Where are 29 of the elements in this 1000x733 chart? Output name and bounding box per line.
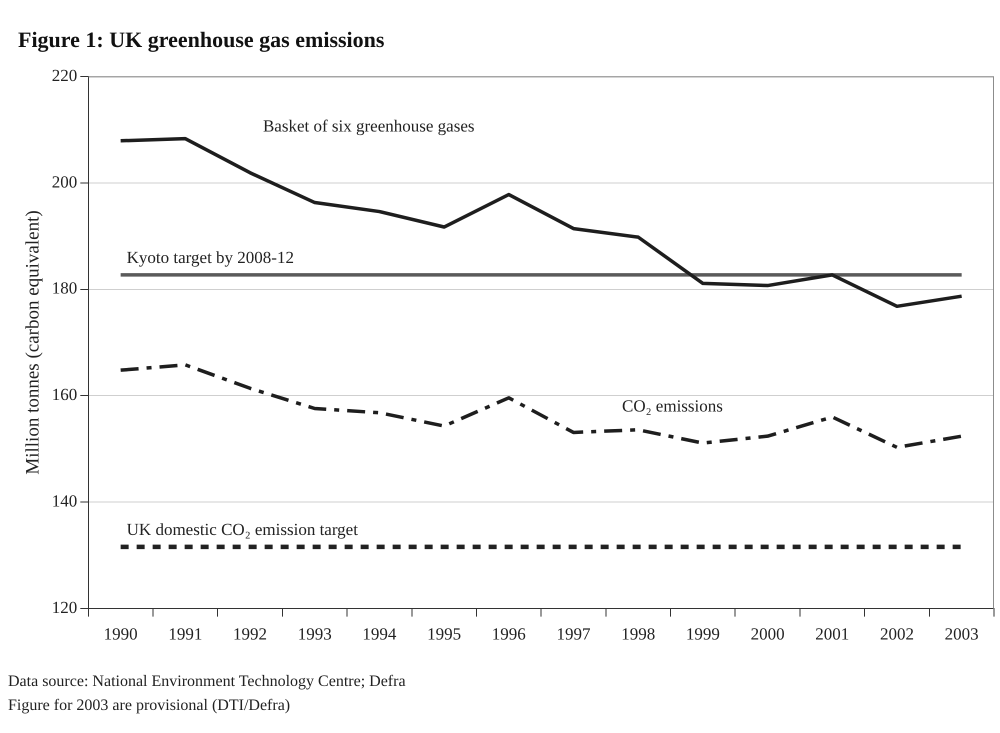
- x-tick-label: 2001: [815, 624, 850, 644]
- x-tick-label: 1997: [556, 624, 591, 644]
- x-tick-label: 1993: [298, 624, 332, 644]
- x-tick-label: 1990: [104, 624, 138, 644]
- line-series: [118, 363, 964, 450]
- x-tick-label: 1992: [233, 624, 268, 644]
- x-tick-label: 1994: [362, 624, 397, 644]
- y-axis-title: Million tonnes (carbon equivalent): [22, 210, 44, 475]
- x-tick-label: 2003: [944, 624, 979, 644]
- y-tick-label: 160: [52, 385, 78, 404]
- x-tick-label: 1991: [168, 624, 202, 644]
- chart-title: Figure 1: UK greenhouse gas emissions: [18, 26, 385, 52]
- source-note: Data source: National Environment Technology Centre; Defra: [8, 673, 406, 690]
- text: Basket of six greenhouse gases: [262, 116, 474, 136]
- x-tick-label: 1999: [686, 624, 720, 644]
- y-tick-label: 140: [52, 492, 78, 511]
- y-tick-label: 200: [52, 172, 78, 192]
- x-tick-label: 1996: [492, 624, 526, 644]
- text: Figure for 2003 are provisional (DTI/Defra): [8, 697, 290, 714]
- x-tick-label: 2002: [880, 624, 914, 644]
- x-tick-label: 1995: [427, 624, 462, 644]
- ref-line-label: Kyoto target by 2008-12: [126, 248, 294, 267]
- y-tick-label: 120: [52, 598, 78, 618]
- y-tick-label: 180: [52, 278, 78, 298]
- x-tick-label: 1998: [621, 624, 656, 644]
- series-label: CO₂ emissions: [622, 396, 723, 416]
- y-tick-label: 220: [52, 66, 78, 85]
- ref-line-label: UK domestic CO₂ emission target: [126, 520, 358, 539]
- x-tick-label: 2000: [750, 624, 785, 644]
